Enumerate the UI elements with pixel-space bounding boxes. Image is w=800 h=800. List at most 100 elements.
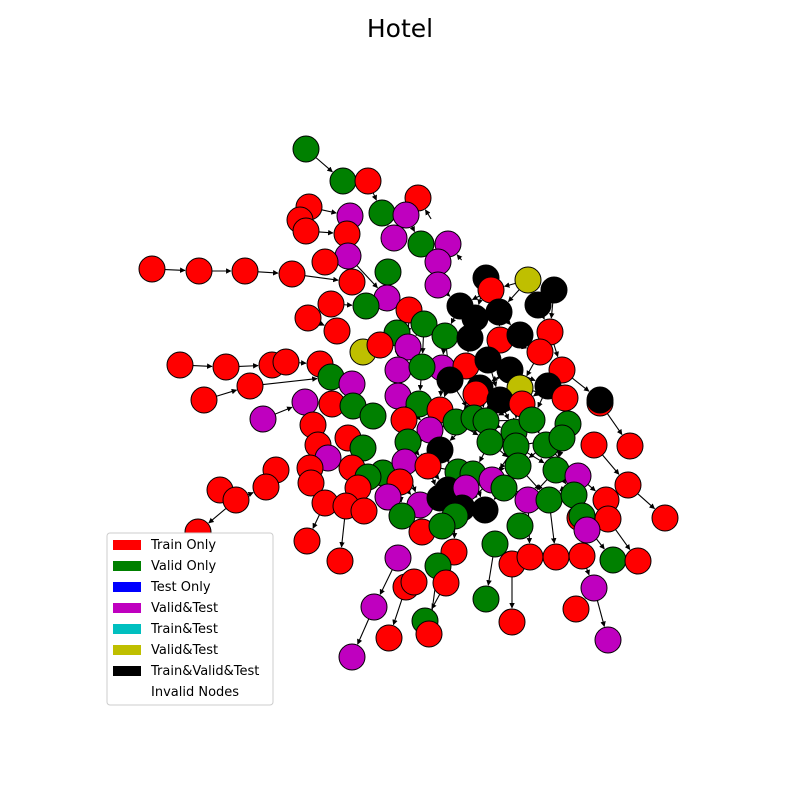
graph-node (350, 497, 378, 525)
legend-swatch (113, 561, 141, 571)
graph-node (485, 298, 513, 326)
graph-node (360, 593, 388, 621)
graph-node (586, 386, 614, 414)
graph-node (384, 544, 412, 572)
graph-edge (433, 473, 440, 480)
graph-edge (392, 599, 403, 626)
graph-node (278, 260, 306, 288)
graph-node (380, 224, 408, 252)
graph-node (472, 585, 500, 613)
graph-node (400, 568, 428, 596)
graph-node (359, 402, 387, 430)
graph-node (476, 428, 504, 456)
graph-node (490, 474, 518, 502)
graph-node (410, 310, 438, 338)
graph-node (292, 135, 320, 163)
graph-node (498, 608, 526, 636)
graph-edge (339, 518, 346, 548)
graph-node (614, 471, 642, 499)
graph-edge (499, 450, 508, 458)
graph-edge (606, 413, 623, 435)
graph-edge (409, 225, 416, 233)
graph-node (297, 469, 325, 497)
graph-edge (526, 363, 535, 377)
graph-node (580, 574, 608, 602)
graph-edge (405, 488, 412, 495)
graph-edge (596, 600, 606, 628)
graph-node (384, 356, 412, 384)
graph-node (594, 626, 622, 654)
graph-node (535, 486, 563, 514)
graph-node (562, 595, 590, 623)
graph-edge (315, 157, 333, 173)
graph-node (462, 380, 490, 408)
graph-edge (371, 192, 377, 201)
graph-edge (379, 569, 393, 595)
graph-edge (262, 376, 318, 386)
graph-node (329, 167, 357, 195)
graph-node (231, 257, 259, 285)
legend-swatch (113, 624, 141, 634)
legend-frame (106, 532, 274, 706)
graph-edge (553, 344, 559, 358)
graph-edge (420, 336, 426, 354)
legend-label: Train&Valid&Test (150, 664, 259, 679)
graph-edge (318, 320, 325, 326)
graph-edge (356, 265, 378, 289)
graph-edge (247, 492, 254, 498)
graph-edge (430, 477, 436, 486)
graph-node (594, 505, 622, 533)
graph-edge (443, 391, 449, 398)
graph-edge (450, 317, 456, 324)
legend-swatch (113, 666, 141, 676)
graph-edge (216, 388, 238, 397)
graph-node (293, 527, 321, 555)
graph-nodes (138, 135, 679, 671)
graph-edge (312, 514, 320, 529)
graph-node (252, 473, 280, 501)
graph-node (424, 271, 452, 299)
graph-node (431, 322, 459, 350)
graph-edge (587, 484, 596, 492)
graph-node (311, 248, 339, 276)
graph-node (249, 405, 277, 433)
graph-node (323, 317, 351, 345)
graph-node (436, 366, 464, 394)
graph-node (375, 624, 403, 652)
graph-edge (615, 529, 631, 551)
graph-node (394, 333, 422, 361)
graph-node (428, 512, 456, 540)
graph-edge (556, 450, 563, 457)
graph-node (424, 248, 452, 276)
graph-node (573, 516, 601, 544)
graph-edge (637, 493, 655, 510)
graph-node (294, 304, 322, 332)
graph-node (471, 496, 499, 524)
graph-edge (560, 478, 567, 485)
graph-node (388, 502, 416, 530)
graph-edge (479, 453, 485, 463)
legend-swatch (113, 687, 141, 697)
graph-edge (533, 390, 540, 397)
graph-node (506, 512, 534, 540)
graph-node (334, 242, 362, 270)
graph-node (542, 543, 570, 571)
graph-edge (164, 267, 186, 273)
graph-node (352, 292, 380, 320)
graph-edge (471, 294, 480, 301)
graph-edge (571, 377, 590, 392)
graph-node (526, 338, 554, 366)
graph-node (338, 268, 366, 296)
legend-label: Train Only (150, 538, 216, 553)
graph-edge (444, 290, 451, 297)
graph-node (516, 543, 544, 571)
graph-edge (549, 302, 555, 319)
graph-edge (238, 363, 259, 369)
graph-edge (491, 375, 500, 382)
graph-node (222, 486, 250, 514)
graph-node (504, 452, 532, 480)
graph-node (272, 348, 300, 376)
graph-node (236, 372, 264, 400)
graph-edge (602, 454, 620, 475)
figure-title: Hotel (367, 14, 433, 43)
